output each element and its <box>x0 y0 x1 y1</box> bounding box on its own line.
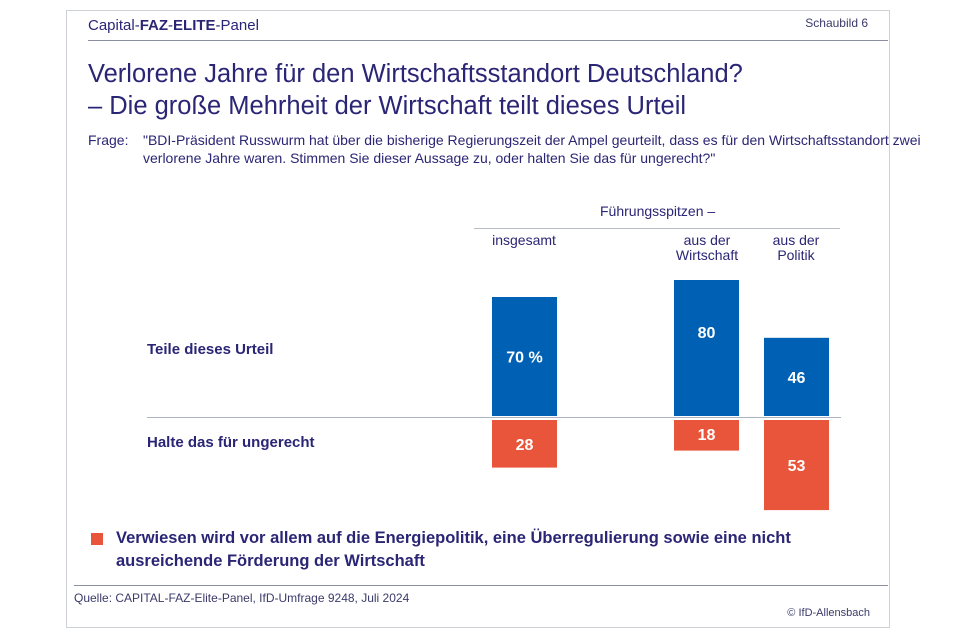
data-label-agree-1: 80 <box>698 325 716 342</box>
bar-agree-1 <box>674 280 739 416</box>
question-text: "BDI-Präsident Russwurm hat über die bis… <box>143 132 921 166</box>
category-label-line: aus der <box>683 232 731 248</box>
bar-agree-0 <box>492 297 557 416</box>
source-text: Quelle: CAPITAL-FAZ-Elite-Panel, IfD-Umf… <box>74 591 410 605</box>
figure-number: Schaubild 6 <box>805 16 868 30</box>
group-label: Führungsspitzen – <box>600 203 716 219</box>
copyright-text: © IfD-Allensbach <box>787 607 870 619</box>
category-label-line: Politik <box>777 247 815 263</box>
brand-part: -Panel <box>215 17 259 34</box>
category-label-line: aus der <box>772 232 820 248</box>
brand-logo-text: Capital-FAZ-ELITE-Panel <box>88 17 259 34</box>
data-label-agree-0: 70 % <box>506 350 542 367</box>
question-label: Frage: <box>88 132 129 148</box>
chart-subtitle: – Die große Mehrheit der Wirtschaft teil… <box>88 92 687 120</box>
footer-divider <box>74 585 888 586</box>
bar-disagree-2 <box>764 420 829 511</box>
chart-title-block: Verlorene Jahre für den Wirtschaftsstand… <box>88 58 743 122</box>
bar-disagree-1 <box>674 420 739 451</box>
category-label: aus der Wirtschaft <box>655 233 759 263</box>
category-label-line: insgesamt <box>492 232 556 248</box>
brand-part: - <box>168 17 174 34</box>
baseline-axis <box>147 417 841 418</box>
category-label-line: Wirtschaft <box>675 247 739 263</box>
chart-title: Verlorene Jahre für den Wirtschaftsstand… <box>88 60 743 88</box>
brand-part: ELITE <box>173 17 216 34</box>
note-text: Verwiesen wird vor allem auf die Energie… <box>116 529 791 570</box>
category-label: insgesamt <box>474 233 574 248</box>
data-label-agree-2: 46 <box>788 370 806 387</box>
bar-agree-2 <box>764 337 829 416</box>
brand-part: Capital- <box>88 17 140 34</box>
category-label: aus der Politik <box>746 233 846 263</box>
data-label-disagree-1: 18 <box>698 427 716 444</box>
series-label-agree: Teile dieses Urteil <box>147 341 274 358</box>
data-label-disagree-2: 53 <box>788 458 806 475</box>
bullet-square-icon <box>91 533 103 545</box>
brand-part: FAZ <box>139 17 169 34</box>
chart-frame <box>66 10 890 628</box>
bar-disagree-0 <box>492 420 557 468</box>
header-divider <box>88 40 888 41</box>
group-divider <box>474 228 840 229</box>
series-label-disagree: Halte das für ungerecht <box>147 434 315 451</box>
data-label-disagree-0: 28 <box>516 437 534 454</box>
